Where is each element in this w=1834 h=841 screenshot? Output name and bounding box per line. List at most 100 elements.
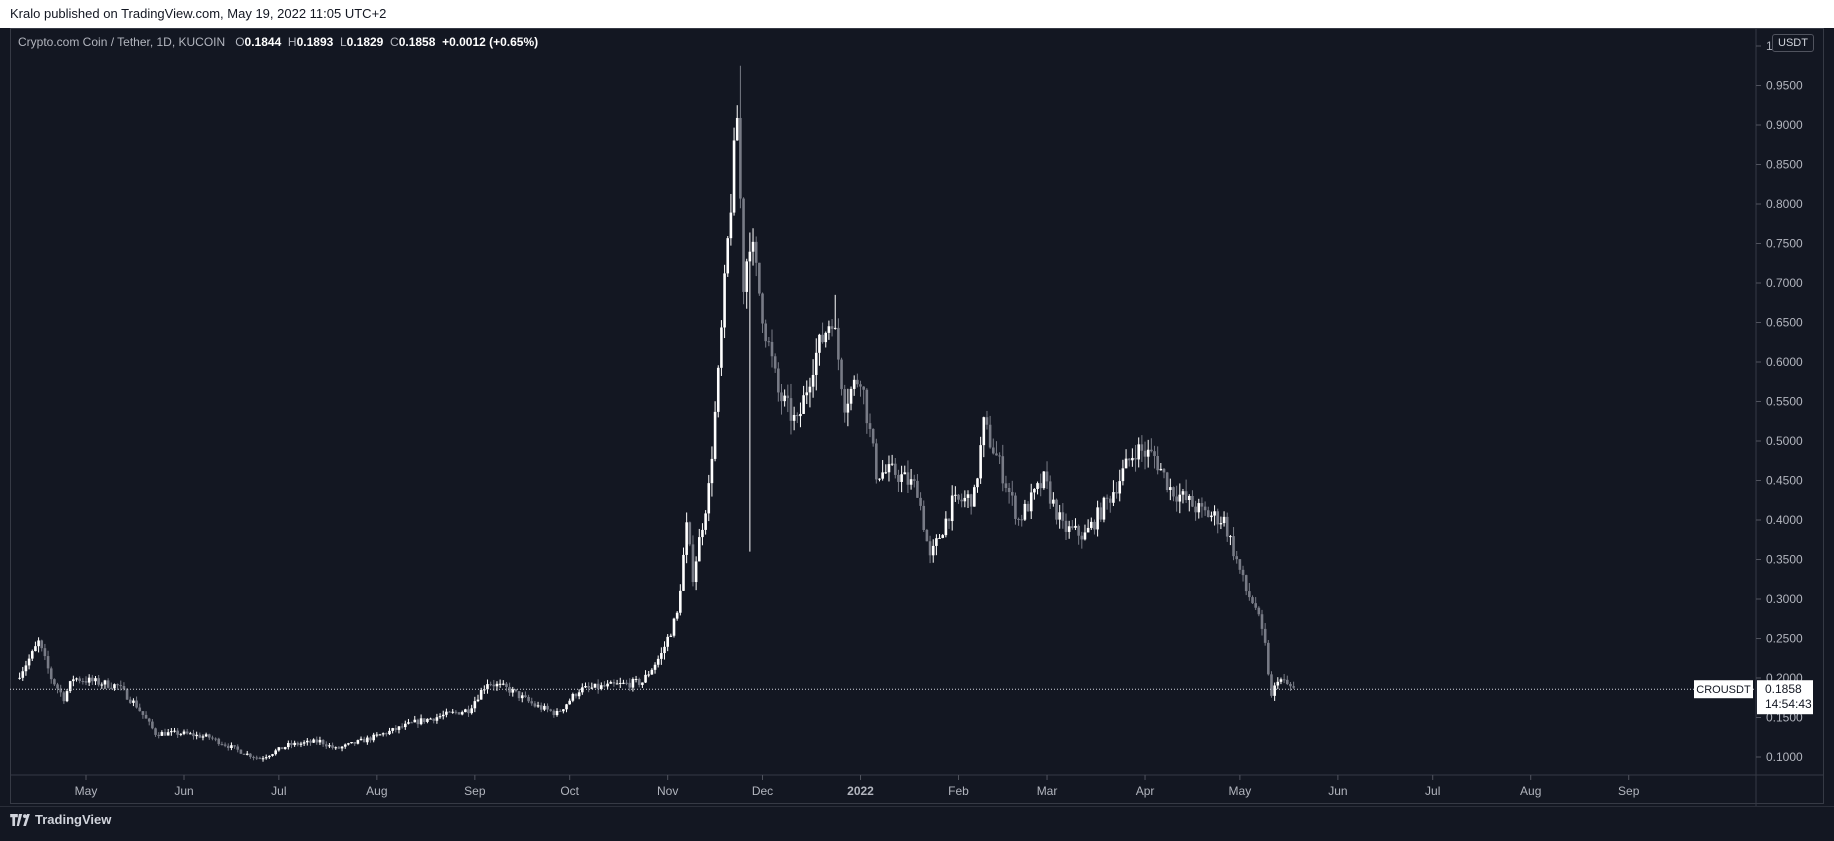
candle-body [1096, 507, 1099, 530]
candle-body [154, 728, 157, 735]
candle-body [571, 693, 575, 701]
candle-body [1071, 526, 1074, 528]
candle-body [833, 327, 837, 329]
candle-body [995, 453, 998, 456]
candle-body [821, 334, 824, 343]
candle-body [520, 695, 524, 699]
symbol-legend: Crypto.com Coin / Tether, 1D, KUCOIN O0.… [18, 35, 538, 49]
candle-body [562, 709, 565, 712]
candle-body [1014, 495, 1017, 519]
candle-body [656, 658, 660, 665]
candle-body [1276, 681, 1280, 686]
candle-body [91, 677, 94, 682]
candle-body [802, 395, 805, 414]
candle-body [1270, 674, 1273, 696]
candle-body [599, 685, 603, 690]
candle-body [258, 757, 262, 760]
candle-body [922, 505, 926, 530]
close-value: 0.1858 [398, 35, 436, 49]
candlestick-chart[interactable]: 0.10000.15000.20000.25000.30000.35000.40… [0, 0, 1834, 806]
candle-body [1036, 483, 1039, 489]
candle-body [350, 741, 353, 744]
high-value: 0.1893 [296, 35, 334, 49]
candle-body [106, 680, 110, 688]
candle-body [783, 395, 786, 402]
candle-body [43, 648, 47, 657]
candle-body [37, 640, 40, 647]
x-tick-label: 2022 [847, 784, 874, 798]
candle-body [340, 746, 344, 749]
candle-body [132, 700, 135, 703]
tradingview-brand[interactable]: TradingView [10, 812, 111, 827]
candle-body [849, 388, 853, 404]
candle-body [261, 758, 265, 760]
candle-body [195, 734, 198, 737]
candle-body [1222, 516, 1226, 524]
candle-body [176, 730, 179, 735]
x-tick-label: Jun [1328, 784, 1347, 798]
symbol-price-tag-label: CROUSDT [1696, 684, 1751, 696]
y-tick-label: 0.8500 [1766, 158, 1803, 172]
publish-header: Kralo published on TradingView.com, May … [0, 0, 1834, 28]
candle-body [94, 678, 97, 682]
candle-body [707, 483, 711, 514]
candle-body [1267, 642, 1270, 675]
candle-body [1058, 512, 1061, 520]
candle-body [337, 747, 341, 749]
candle-body [1178, 494, 1182, 502]
candle-body [808, 386, 812, 393]
candle-body [59, 688, 63, 693]
candle-body [745, 261, 749, 292]
brand-label: TradingView [35, 812, 112, 827]
candle-body [173, 730, 176, 732]
candle-body [413, 719, 417, 723]
candle-body [1115, 492, 1118, 494]
candle-body [618, 682, 622, 684]
candle-body [928, 541, 932, 556]
candle-body [1020, 519, 1024, 521]
candle-body [328, 745, 331, 747]
candle-body [536, 705, 540, 707]
candle-body [991, 447, 995, 454]
candle-body [249, 753, 252, 757]
candle-body [900, 474, 903, 482]
candle-body [634, 678, 638, 680]
candle-body [549, 709, 553, 711]
candle-body [732, 140, 736, 213]
candle-body [590, 687, 594, 689]
candle-body [1282, 679, 1286, 681]
x-tick-label: May [1229, 784, 1252, 798]
candle-body [966, 494, 970, 498]
candle-body [403, 723, 407, 728]
candle-body [1112, 492, 1115, 503]
candle-body [1285, 679, 1289, 684]
candle-body [245, 753, 249, 755]
candle-body [1140, 444, 1144, 451]
candle-body [1143, 450, 1147, 457]
candle-body [56, 684, 59, 689]
chart-pane[interactable] [10, 28, 1824, 804]
currency-unit-button[interactable]: USDT [1772, 34, 1814, 52]
candle-body [950, 495, 954, 522]
candle-body [448, 711, 451, 713]
candle-body [1289, 683, 1292, 687]
candle-body [353, 741, 357, 744]
candle-body [925, 529, 929, 542]
last-price-badge [1757, 680, 1813, 715]
candle-body [827, 326, 831, 333]
candle-body [1162, 468, 1166, 473]
candle-body [1064, 520, 1068, 532]
candle-body [103, 680, 107, 685]
candle-body [125, 689, 129, 700]
candle-body [1235, 556, 1239, 560]
candle-body [574, 693, 578, 697]
candle-body [302, 742, 306, 744]
candle-body [897, 474, 900, 482]
candle-body [381, 733, 385, 735]
candle-body [226, 745, 230, 749]
candle-body [666, 636, 669, 647]
candle-body [558, 710, 562, 712]
candle-body [331, 745, 334, 748]
candle-body [128, 699, 132, 703]
candle-body [334, 747, 338, 749]
